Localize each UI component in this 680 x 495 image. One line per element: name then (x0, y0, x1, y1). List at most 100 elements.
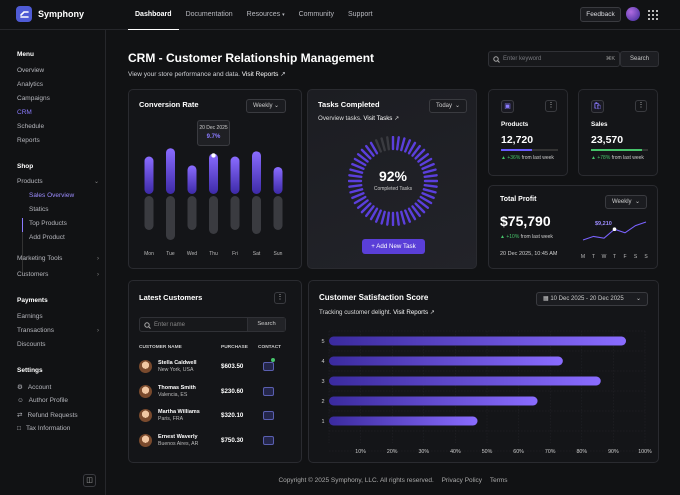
sidebar-item-account[interactable]: ⚙ Account (17, 383, 52, 392)
search-button[interactable]: Search (620, 51, 659, 67)
conversion-bar[interactable] (230, 156, 240, 194)
sidebar-collapse-icon: ◫ (86, 477, 93, 484)
add-new-task-button[interactable]: + Add New Task (362, 239, 425, 254)
sidebar-item-tax-information[interactable]: □ Tax Information (17, 425, 71, 432)
box-icon: ▣ (501, 100, 514, 113)
csat-bar[interactable] (329, 416, 478, 426)
csat-bar[interactable] (329, 356, 563, 366)
customer-search-input[interactable]: Enter name Search (139, 317, 286, 332)
conversion-bar[interactable] (187, 165, 197, 194)
profit-date: 20 Dec 2025, 10:45 AM (500, 251, 558, 257)
sidebar-subitem-top-products[interactable]: Top Products (29, 220, 67, 227)
sidebar-collapse-button[interactable]: ◫ (83, 474, 96, 487)
customer-avatar (139, 409, 152, 422)
ring-segment (422, 168, 437, 174)
ring-segment (356, 153, 369, 163)
sidebar-item-reports[interactable]: Reports (17, 137, 40, 144)
more-options-button[interactable]: ⋮ (635, 100, 647, 112)
x-tick-label: 20% (387, 449, 398, 455)
sidebar-item-crm[interactable]: CRM (17, 109, 32, 116)
sidebar-item-schedule[interactable]: Schedule (17, 123, 45, 130)
sparkline-point (612, 227, 617, 231)
conversion-bar[interactable] (144, 156, 154, 194)
sidebar-subitem-add-product[interactable]: Add Product (29, 234, 65, 241)
sidebar-item-discounts[interactable]: Discounts (17, 341, 46, 348)
logo[interactable]: Symphony (16, 6, 84, 22)
privacy-policy-link[interactable]: Privacy Policy (441, 477, 483, 484)
terms-link[interactable]: Terms (489, 477, 508, 484)
sidebar-item-marketing-tools[interactable]: Marketing Tools › (17, 255, 99, 262)
chevron-right-icon: › (97, 255, 99, 262)
ring-segment (414, 148, 426, 160)
visit-reports-link[interactable]: Visit Reports (241, 71, 279, 78)
mail-icon[interactable] (263, 362, 274, 371)
tooltip-value: 9.7% (206, 134, 221, 140)
products-card: ▣ ⋮ Products 12,720 ▲ +36% from last wee… (488, 89, 568, 176)
sidebar-subitem-sales-overview[interactable]: Sales Overview (29, 192, 75, 199)
tasks-title: Tasks Completed (318, 100, 380, 109)
category-label: 5 (321, 339, 324, 345)
day-label: Sun (274, 251, 283, 257)
sparkline-day-label: M (581, 254, 585, 260)
nav-resources[interactable]: Resources ▾ (246, 11, 285, 18)
sidebar-item-products[interactable]: Products ⌄ (17, 178, 99, 185)
total-profit-card: Total Profit Weekly ⌄ $75,790 ▲ +10% fro… (488, 185, 658, 269)
day-label: Wed (187, 251, 197, 257)
avatar[interactable] (626, 7, 640, 21)
visit-tasks-link[interactable]: Visit Tasks (363, 115, 393, 122)
conversion-bar[interactable] (273, 166, 283, 194)
nav-documentation[interactable]: Documentation (185, 11, 233, 18)
customer-name: Thomas Smith (158, 384, 196, 391)
csat-bar[interactable] (329, 396, 538, 406)
customer-purchase: $750.30 (221, 436, 244, 444)
profit-range-select[interactable]: Weekly ⌄ (605, 195, 647, 209)
x-tick-label: 60% (513, 449, 524, 455)
nav-community[interactable]: Community (298, 11, 334, 18)
ring-segment (356, 199, 369, 209)
conversion-range-select[interactable]: Weekly ⌄ (246, 99, 286, 113)
sidebar-item-earnings[interactable]: Earnings (17, 313, 43, 320)
col-contact: CONTACT (258, 345, 282, 350)
products-delta: ▲ +36% from last week (501, 155, 554, 161)
tasks-percent: 92% (378, 168, 408, 184)
sidebar-item-campaigns[interactable]: Campaigns (17, 95, 50, 102)
mail-icon[interactable] (263, 435, 274, 445)
customer-name: Stella Caldwell (158, 360, 197, 366)
x-tick-label: 10% (355, 449, 366, 455)
mail-icon[interactable] (263, 386, 274, 396)
csat-bar[interactable] (329, 376, 601, 386)
tasks-range-select[interactable]: Today ⌄ (429, 99, 467, 113)
highlight-point (211, 153, 216, 158)
sidebar-subitem-statics[interactable]: Statics (29, 206, 49, 213)
kebab-icon: ⋮ (276, 294, 284, 301)
sidebar-item-overview[interactable]: Overview (17, 67, 45, 74)
keyword-search-input[interactable]: Enter keyword ⌘K (488, 51, 620, 67)
conversion-bar[interactable] (166, 148, 175, 194)
more-options-button[interactable]: ⋮ (545, 100, 557, 112)
sidebar-item-transactions[interactable]: Transactions › (17, 327, 99, 334)
customer-purchase: $603.50 (221, 363, 244, 370)
apps-grid-icon[interactable] (646, 8, 658, 20)
sidebar-item-refund-requests[interactable]: ⇄ Refund Requests (17, 411, 78, 420)
customer-avatar (139, 384, 152, 398)
more-options-button[interactable]: ⋮ (274, 292, 286, 304)
sidebar-item-analytics[interactable]: Analytics (17, 81, 44, 88)
conversion-bar[interactable] (209, 153, 218, 194)
sidebar-item-author-profile[interactable]: ☺ Author Profile (17, 397, 69, 404)
search-icon (144, 322, 151, 329)
csat-date-range[interactable]: ▦ 10 Dec 2025 - 20 Dec 2025 ⌄ (536, 292, 648, 306)
ring-segment (348, 174, 363, 179)
nav-support[interactable]: Support (348, 11, 373, 18)
day-label: Fri (232, 251, 238, 257)
mail-icon[interactable] (263, 411, 274, 420)
nav-dashboard[interactable]: Dashboard (128, 0, 179, 30)
conversion-bar[interactable] (252, 151, 261, 194)
feedback-button[interactable]: Feedback (580, 7, 621, 22)
visit-reports-link[interactable]: Visit Reports (393, 309, 429, 316)
page-title: CRM - Customer Relationship Management (128, 51, 375, 65)
sparkline-day-label: W (602, 254, 607, 260)
customers-title: Latest Customers (139, 293, 203, 302)
sidebar-item-customers[interactable]: Customers › (17, 271, 99, 278)
customer-search-button[interactable]: Search (247, 318, 285, 331)
csat-bar[interactable] (329, 336, 627, 346)
